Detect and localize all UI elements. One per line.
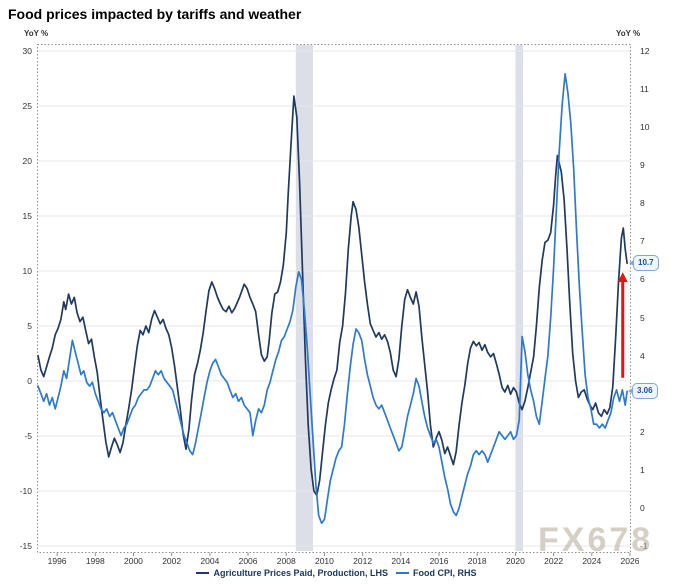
x-axis-tick-label: 2026 — [620, 556, 640, 566]
y-axis-tick-right: 1 — [640, 464, 645, 475]
callout-tail-icon — [628, 388, 633, 395]
x-axis-tick-label: 2022 — [544, 556, 564, 566]
x-axis-tick-label: 2010 — [314, 556, 334, 566]
y-axis-tick-right: 8 — [640, 198, 645, 209]
legend-swatch-agriculture — [196, 572, 210, 574]
y-axis-tick-left: -5 — [24, 431, 32, 441]
x-axis-tick-label: 2018 — [467, 556, 487, 566]
y-axis-tick-right: 2 — [640, 426, 645, 437]
x-axis-tick-label: 2020 — [505, 556, 525, 566]
y-axis-tick-left: 20 — [22, 156, 32, 166]
y-axis-tick-left: 5 — [27, 321, 32, 331]
watermark: FX678 — [538, 521, 654, 559]
callout-cpi-value: 3.06 — [637, 386, 653, 396]
y-axis-tick-right: 11 — [640, 84, 649, 95]
legend-item-food-cpi: Food CPI, RHS — [396, 568, 477, 578]
x-axis-tick-label: 2006 — [238, 556, 258, 566]
x-axis-tick-label: 2002 — [162, 556, 182, 566]
callout-cpi-latest: 3.06 — [628, 383, 658, 400]
y-axis-tick-right: 4 — [640, 350, 645, 361]
chart-title: Food prices impacted by tariffs and weat… — [8, 6, 302, 22]
x-axis-tick-label: 2012 — [353, 556, 373, 566]
series-line-food-cpi — [37, 72, 628, 525]
callout-agri-value: 10.7 — [638, 258, 654, 268]
callout-agri-latest: 10.7 — [629, 255, 659, 272]
callout-tail-icon — [629, 260, 634, 267]
y-axis-tick-right: 9 — [640, 160, 645, 171]
x-axis-tick-label: 2024 — [582, 556, 602, 566]
y-axis-tick-left: 15 — [22, 211, 32, 221]
y-axis-tick-right: 7 — [640, 236, 645, 247]
red-arrow-head-icon — [617, 272, 628, 283]
y-axis-tick-right: 0 — [640, 502, 645, 513]
x-axis-tick-label: 2004 — [200, 556, 220, 566]
recession-band — [515, 45, 524, 551]
right-axis-unit-label: YoY % — [616, 29, 641, 38]
y-axis-tick-right: 6 — [640, 274, 645, 285]
y-axis-tick-left: 30 — [22, 46, 32, 56]
x-axis-tick-label: 1996 — [47, 556, 67, 566]
y-axis-tick-left: -10 — [19, 486, 32, 496]
x-axis-tick-label: 2014 — [391, 556, 411, 566]
series-line-agriculture — [37, 95, 628, 497]
legend-item-agriculture: Agriculture Prices Paid, Production, LHS — [196, 568, 388, 578]
x-axis-tick-label: 1998 — [85, 556, 105, 566]
x-axis-tick-label: 2008 — [276, 556, 296, 566]
y-axis-tick-right: 10 — [640, 122, 650, 133]
plot-border — [37, 44, 631, 553]
legend-label-agriculture: Agriculture Prices Paid, Production, LHS — [213, 568, 389, 578]
legend-swatch-food-cpi — [396, 572, 410, 574]
left-axis-unit-label: YoY % — [24, 29, 49, 38]
y-axis-tick-left: 0 — [27, 376, 32, 386]
y-axis-tick-right: -1 — [640, 541, 648, 551]
y-axis-tick-right: 12 — [640, 46, 650, 56]
y-axis-tick-right: 5 — [640, 312, 645, 323]
recession-band — [295, 45, 313, 551]
y-axis-tick-left: 10 — [22, 266, 32, 276]
y-axis-tick-left: 25 — [22, 101, 32, 111]
legend: Agriculture Prices Paid, Production, LHS… — [0, 568, 673, 578]
legend-label-food-cpi: Food CPI, RHS — [413, 568, 477, 578]
x-axis-tick-label: 2000 — [124, 556, 143, 566]
y-axis-tick-left: -15 — [19, 541, 32, 551]
x-axis-tick-label: 2016 — [429, 556, 449, 566]
